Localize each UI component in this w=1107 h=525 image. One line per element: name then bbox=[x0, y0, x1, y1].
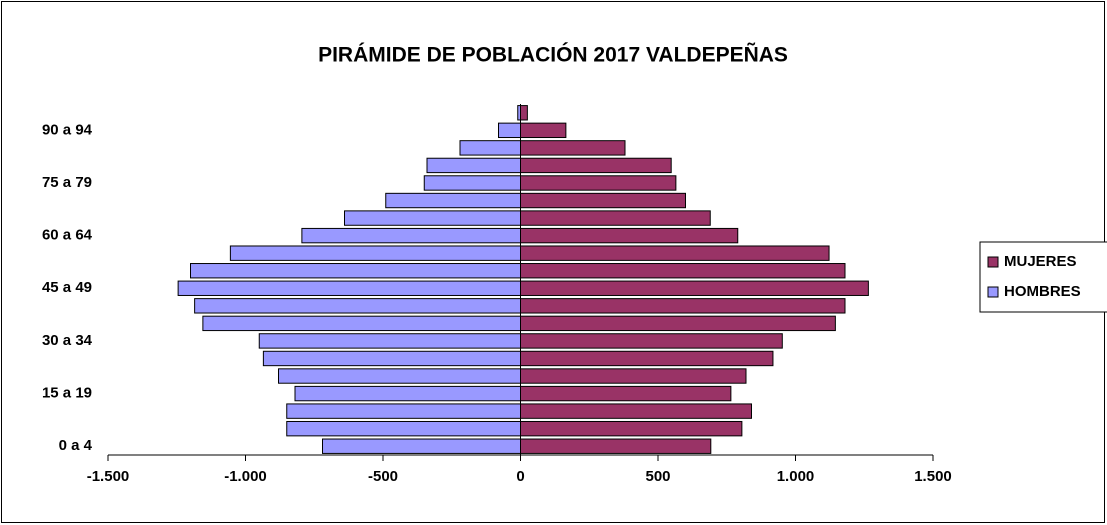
x-tick-label: -1.000 bbox=[224, 468, 267, 485]
bar bbox=[190, 263, 521, 279]
x-tick-label: -500 bbox=[368, 468, 398, 485]
bar bbox=[344, 210, 521, 226]
bar bbox=[426, 157, 521, 174]
bar bbox=[520, 175, 677, 191]
bar bbox=[286, 420, 521, 437]
bar bbox=[520, 315, 836, 332]
x-tick-label: -1.500 bbox=[87, 468, 130, 485]
bar bbox=[520, 157, 672, 174]
bar bbox=[385, 192, 521, 209]
y-tick-label: 15 a 19 bbox=[42, 385, 92, 402]
bar bbox=[258, 333, 521, 349]
bar bbox=[520, 210, 711, 226]
bar bbox=[520, 350, 774, 367]
x-tick-label: 1.500 bbox=[914, 468, 952, 485]
bar bbox=[520, 245, 830, 261]
bar bbox=[520, 385, 732, 402]
y-tick-label: 30 a 34 bbox=[42, 332, 93, 349]
y-tick-label: 0 a 4 bbox=[59, 437, 93, 454]
x-tick-label: 0 bbox=[516, 468, 524, 485]
bar bbox=[520, 420, 743, 437]
bar bbox=[520, 227, 739, 244]
bar bbox=[520, 140, 626, 156]
bar bbox=[520, 105, 528, 121]
x-tick-label: 1.000 bbox=[777, 468, 815, 485]
y-tick-label: 75 a 79 bbox=[42, 174, 92, 191]
bar bbox=[286, 403, 521, 419]
chart-title: PIRÁMIDE DE POBLACIÓN 2017 VALDEPEÑAS bbox=[318, 43, 788, 67]
x-tick-label: 500 bbox=[645, 468, 670, 485]
bar bbox=[520, 368, 747, 384]
bar bbox=[278, 368, 521, 384]
bar bbox=[229, 245, 521, 261]
bar bbox=[520, 122, 567, 139]
bar bbox=[194, 298, 521, 314]
bar bbox=[520, 403, 752, 419]
bar bbox=[520, 263, 846, 279]
bar bbox=[520, 333, 783, 349]
bar bbox=[520, 192, 686, 209]
legend-swatch bbox=[987, 286, 999, 298]
bar bbox=[177, 280, 521, 296]
legend-swatch bbox=[987, 256, 999, 268]
bar bbox=[498, 122, 521, 139]
y-tick-label: 60 a 64 bbox=[42, 227, 93, 244]
bar bbox=[262, 350, 521, 367]
bar bbox=[520, 298, 846, 314]
legend-label: HOMBRES bbox=[1004, 283, 1081, 300]
legend-label: MUJERES bbox=[1004, 253, 1077, 270]
bar bbox=[322, 438, 521, 454]
bar bbox=[301, 227, 521, 244]
bar bbox=[520, 438, 712, 454]
bar bbox=[294, 385, 521, 402]
bar bbox=[202, 315, 521, 332]
y-tick-label: 45 a 49 bbox=[42, 279, 92, 296]
legend-box bbox=[979, 241, 1107, 313]
y-tick-label: 90 a 94 bbox=[42, 121, 93, 138]
bar bbox=[459, 140, 521, 156]
bar bbox=[520, 280, 869, 296]
bar bbox=[423, 175, 521, 191]
